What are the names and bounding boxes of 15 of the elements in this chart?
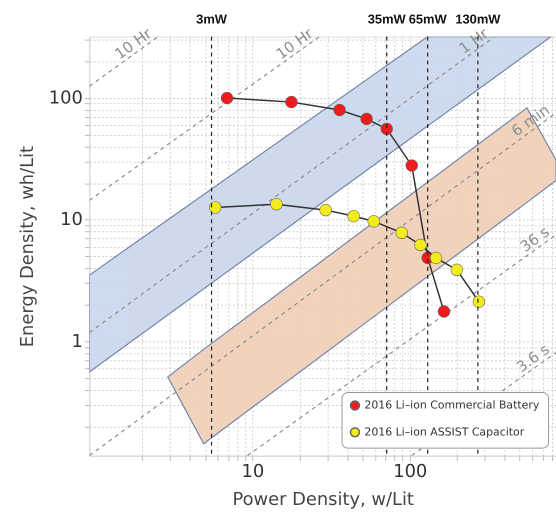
text: 36 s: [516, 222, 554, 256]
ref-line-label: 35mW: [368, 12, 407, 27]
text: 10 Hr: [272, 24, 318, 64]
legend-label: 2016 Li–ion ASSIST Capacitor: [364, 425, 525, 438]
legend-label: 2016 Li–ion Commercial Battery: [364, 398, 540, 412]
y-tick-label: 1: [72, 330, 83, 352]
ref-line-label: 65mW: [408, 12, 448, 27]
text: 3.6 s: [512, 340, 553, 376]
y-tick-label: 100: [48, 88, 83, 109]
text: 6 min: [508, 100, 553, 140]
text: 10 Hr: [111, 24, 156, 64]
y-axis-title: Energy Density, wh/Lit: [16, 146, 38, 348]
ref-line-label: 3mW: [196, 12, 228, 27]
y-tick-label: 10: [60, 209, 83, 230]
x-axis-title: Power Density, w/Lit: [232, 488, 414, 510]
